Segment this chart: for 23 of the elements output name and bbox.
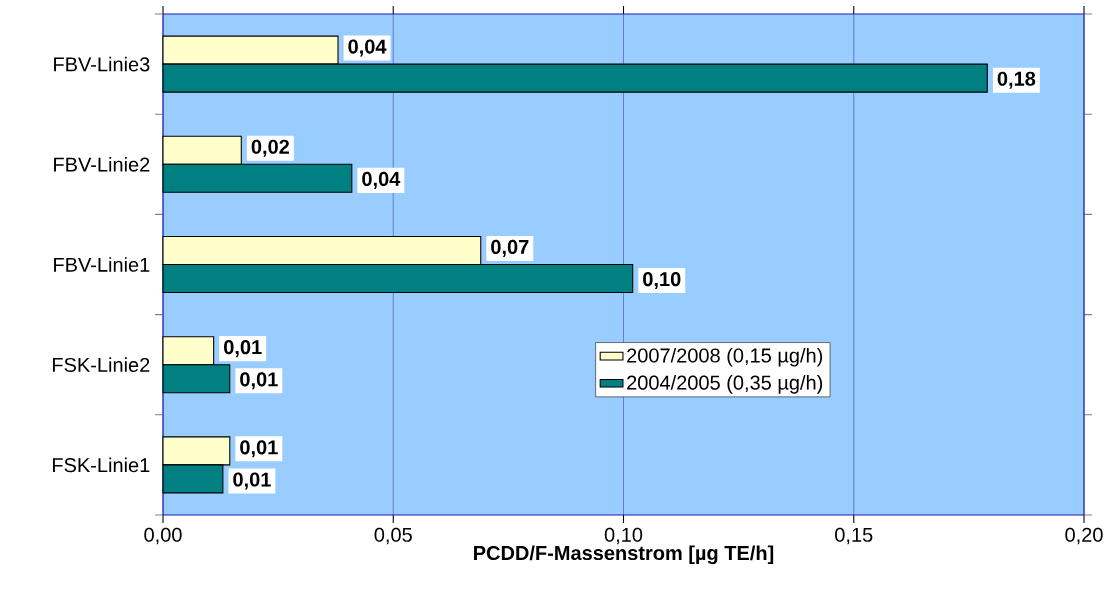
x-tick-label: 0,15 <box>835 527 873 545</box>
x-tick-label: 0,20 <box>1065 527 1103 545</box>
data-label: 0,02 <box>251 139 289 157</box>
x-tick-label: 0,10 <box>604 527 643 545</box>
data-label: 0,04 <box>362 171 401 189</box>
x-tick-label: 0,00 <box>144 527 182 545</box>
x-axis-title: PCDD/F-Massenstrom [µg TE/h] <box>474 545 774 565</box>
legend-label: 2004/2005 (0,35 µg/h) <box>627 375 823 394</box>
data-label: 0,04 <box>348 39 387 57</box>
data-label: 0,18 <box>997 71 1036 89</box>
legend-label: 2007/2008 (0,15 µg/h) <box>627 347 823 367</box>
y-tick-label: FSK-Linie1 <box>52 457 150 473</box>
data-label: 0,01 <box>233 472 271 490</box>
y-tick-label: FBV-Linie2 <box>54 156 150 172</box>
x-tick-label: 0,05 <box>374 527 412 545</box>
data-label: 0,01 <box>224 340 262 358</box>
y-tick-label: FSK-Linie2 <box>52 357 150 373</box>
data-label: 0,01 <box>240 440 278 458</box>
y-tick-label: FBV-Linie1 <box>54 257 150 272</box>
data-label: 0,07 <box>491 239 529 257</box>
y-tick-label: FBV-Linie3 <box>54 56 150 72</box>
data-label: 0,10 <box>643 272 681 290</box>
data-label: 0,01 <box>240 372 278 390</box>
